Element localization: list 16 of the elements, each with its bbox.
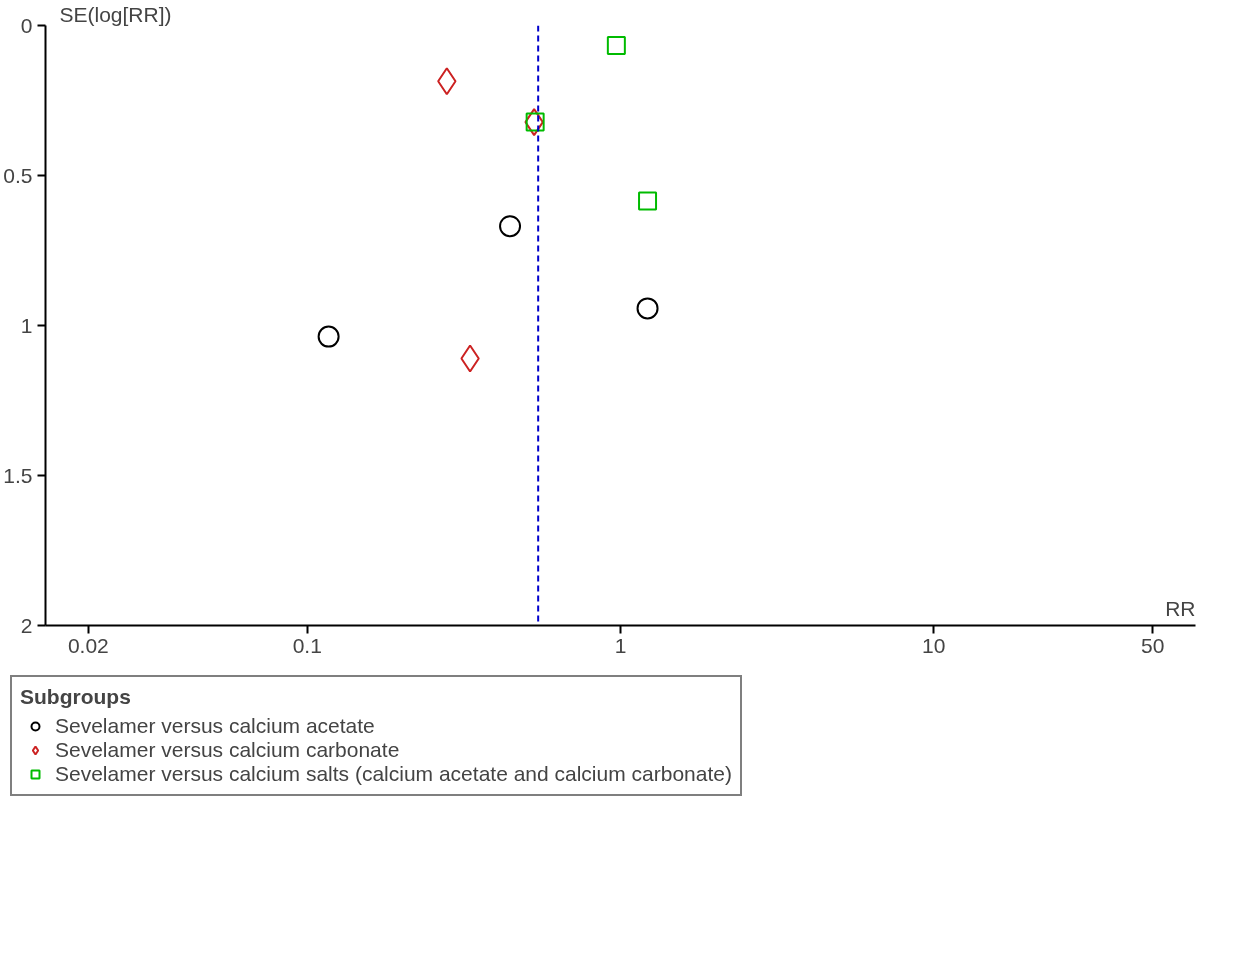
y-tick-label: 1 (20, 313, 33, 337)
y-tick-label: 2 (20, 613, 33, 637)
x-tick-label: 0.1 (292, 633, 322, 657)
y-tick-label: 0 (20, 13, 33, 37)
legend-title: Subgroups (20, 685, 132, 709)
y-tick-label: 1.5 (3, 463, 33, 487)
x-tick-label: 0.02 (67, 633, 109, 657)
legend-label: Sevelamer versus calcium carbonate (55, 738, 400, 762)
x-tick-label: 50 (1140, 633, 1165, 657)
x-tick-label: 10 (922, 633, 946, 657)
legend-label: Sevelamer versus calcium salts (calcium acetate and calcium carbonate) (55, 762, 732, 786)
legend-label: Sevelamer versus calcium acetate (55, 714, 375, 738)
x-tick-label: 1 (614, 633, 627, 657)
y-axis-title: SE(log[RR]) (59, 2, 172, 26)
y-tick-label: 0.5 (3, 163, 33, 187)
x-axis-title: RR (1165, 596, 1196, 620)
